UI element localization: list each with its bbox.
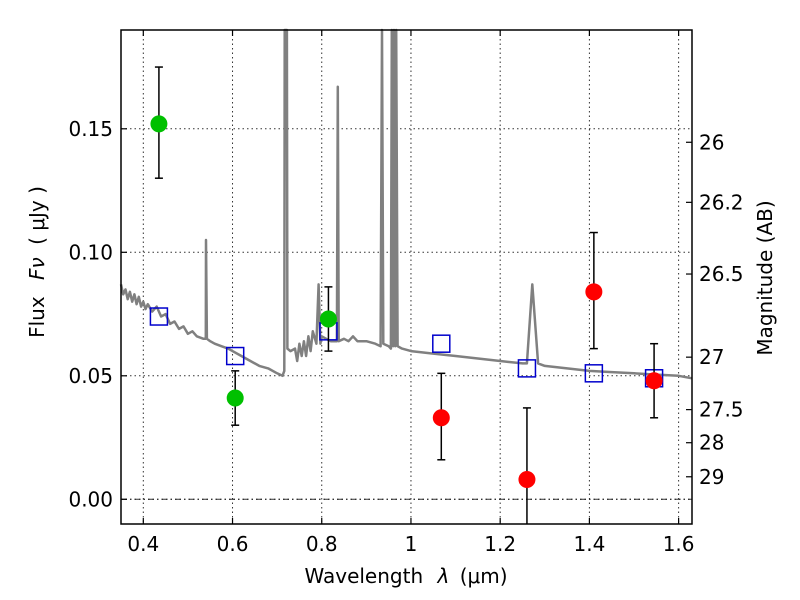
grid-layer (121, 30, 692, 524)
y2-tick-label: 26.5 (699, 262, 744, 286)
y2-tick-label: 29 (699, 465, 724, 489)
model-photometry-square (432, 334, 451, 353)
y2-axis-label: Magnitude (AB) (753, 200, 777, 355)
x-tick-label: 1.4 (573, 532, 605, 556)
green-detection-point (226, 389, 244, 407)
x-tick-label: 1.6 (663, 532, 695, 556)
red-detection-point (432, 409, 450, 427)
y2-tick-label: 27 (699, 345, 724, 369)
x-axis-label: Wavelength λ (μm) (304, 564, 507, 588)
y2-tick-label: 26 (699, 130, 724, 154)
green-detection-point (150, 115, 168, 133)
red-detection-point (585, 283, 603, 301)
x-tick-label: 0.4 (127, 532, 159, 556)
x-tick-label: 1 (405, 532, 418, 556)
model-sed-line (119, 28, 693, 380)
model-photometry-square (149, 307, 169, 326)
x-tick-label: 1.2 (484, 532, 516, 556)
y-tick-label: 0.10 (68, 240, 113, 264)
red-detection-point (645, 372, 663, 390)
model-sed-layer (119, 28, 693, 380)
y2-tick-label: 26.2 (699, 190, 744, 214)
x-tick-label: 0.6 (217, 532, 249, 556)
green-detection-point (319, 310, 337, 328)
y-axis-label: Flux Fν ( μJy ) (25, 186, 49, 338)
photometry-layer (149, 66, 664, 524)
y-tick-label: 0.15 (68, 117, 113, 141)
y2-tick-label: 28 (699, 431, 724, 455)
red-detection-point (518, 471, 536, 489)
x-tick-label: 0.8 (306, 532, 338, 556)
model-photometry-square (225, 346, 245, 366)
ticks-layer: 0.4 0.6 0.8 1 1.2 1.4 1.6 0.00 0.05 0.10 0.15 26 26.… (68, 30, 744, 556)
model-photometry-square (517, 359, 537, 378)
y-tick-label: 0.05 (68, 364, 113, 388)
plot-frame (120, 29, 693, 525)
model-photometry-square (584, 364, 604, 383)
y-tick-label: 0.00 (68, 487, 113, 511)
y2-tick-label: 27.5 (699, 398, 744, 422)
